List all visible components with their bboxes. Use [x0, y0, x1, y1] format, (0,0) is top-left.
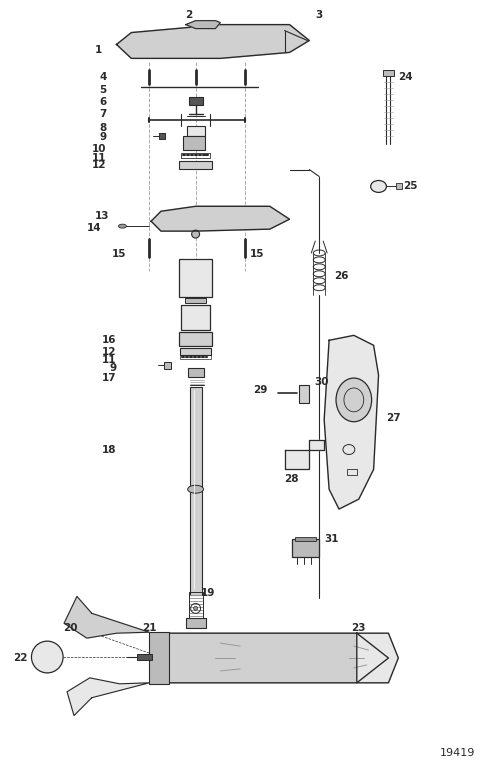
Text: 9: 9: [110, 363, 116, 373]
Text: 15: 15: [112, 249, 126, 259]
Text: 22: 22: [14, 653, 28, 663]
Text: 29: 29: [254, 385, 268, 395]
Text: 2: 2: [185, 10, 192, 20]
Ellipse shape: [370, 180, 386, 193]
Text: 13: 13: [95, 211, 110, 221]
Bar: [188, 592, 202, 618]
Bar: [183, 136, 204, 150]
Text: 5: 5: [100, 85, 106, 95]
Text: 10: 10: [92, 144, 106, 154]
Bar: [186, 618, 206, 628]
Bar: [179, 161, 212, 168]
Bar: [181, 305, 210, 330]
Text: 9: 9: [100, 132, 106, 142]
Bar: [186, 126, 204, 136]
Bar: [188, 97, 202, 105]
Text: 14: 14: [87, 223, 102, 233]
Polygon shape: [67, 678, 149, 716]
Polygon shape: [169, 633, 388, 683]
Text: 6: 6: [100, 97, 106, 107]
Ellipse shape: [32, 641, 63, 673]
Text: 19419: 19419: [440, 748, 476, 758]
Ellipse shape: [118, 224, 126, 228]
Text: 1: 1: [94, 45, 102, 55]
Polygon shape: [151, 207, 290, 231]
Polygon shape: [324, 336, 378, 509]
Text: 25: 25: [404, 181, 418, 191]
Bar: [190, 387, 202, 595]
Text: 26: 26: [334, 271, 348, 281]
Bar: [396, 184, 402, 190]
Text: 20: 20: [63, 623, 78, 634]
Polygon shape: [186, 21, 220, 28]
Bar: [179, 333, 212, 346]
Text: 17: 17: [102, 373, 117, 383]
Bar: [179, 259, 212, 296]
Text: 28: 28: [284, 475, 299, 485]
Text: 4: 4: [99, 72, 106, 82]
Bar: [294, 537, 316, 541]
Ellipse shape: [336, 378, 372, 422]
Bar: [188, 368, 204, 377]
Ellipse shape: [192, 230, 200, 238]
Ellipse shape: [188, 485, 204, 493]
Bar: [300, 385, 310, 403]
Bar: [138, 654, 152, 660]
Text: 24: 24: [398, 72, 413, 82]
Bar: [382, 71, 394, 76]
Polygon shape: [284, 439, 324, 469]
Text: 30: 30: [314, 377, 329, 387]
Text: 11: 11: [102, 355, 117, 365]
Polygon shape: [357, 633, 399, 683]
Ellipse shape: [194, 607, 198, 611]
Text: 12: 12: [92, 160, 106, 170]
Text: 16: 16: [102, 336, 117, 346]
Text: 12: 12: [102, 347, 117, 357]
Text: 21: 21: [142, 623, 156, 634]
Bar: [181, 153, 210, 157]
Bar: [149, 632, 169, 684]
Bar: [180, 356, 212, 359]
Bar: [292, 539, 319, 557]
Bar: [164, 362, 171, 369]
Polygon shape: [116, 25, 310, 58]
Polygon shape: [64, 597, 149, 638]
Text: 8: 8: [100, 123, 106, 133]
Text: 27: 27: [386, 412, 401, 422]
Text: 15: 15: [250, 249, 264, 259]
Bar: [180, 348, 212, 356]
Text: 3: 3: [316, 10, 323, 20]
Bar: [184, 298, 206, 303]
Bar: [347, 469, 357, 475]
Text: 23: 23: [352, 623, 366, 634]
Text: 7: 7: [99, 109, 106, 119]
Text: 19: 19: [200, 588, 215, 598]
Text: 31: 31: [324, 534, 338, 544]
Text: 18: 18: [102, 445, 117, 455]
Bar: [159, 133, 165, 139]
Text: 11: 11: [92, 153, 106, 163]
